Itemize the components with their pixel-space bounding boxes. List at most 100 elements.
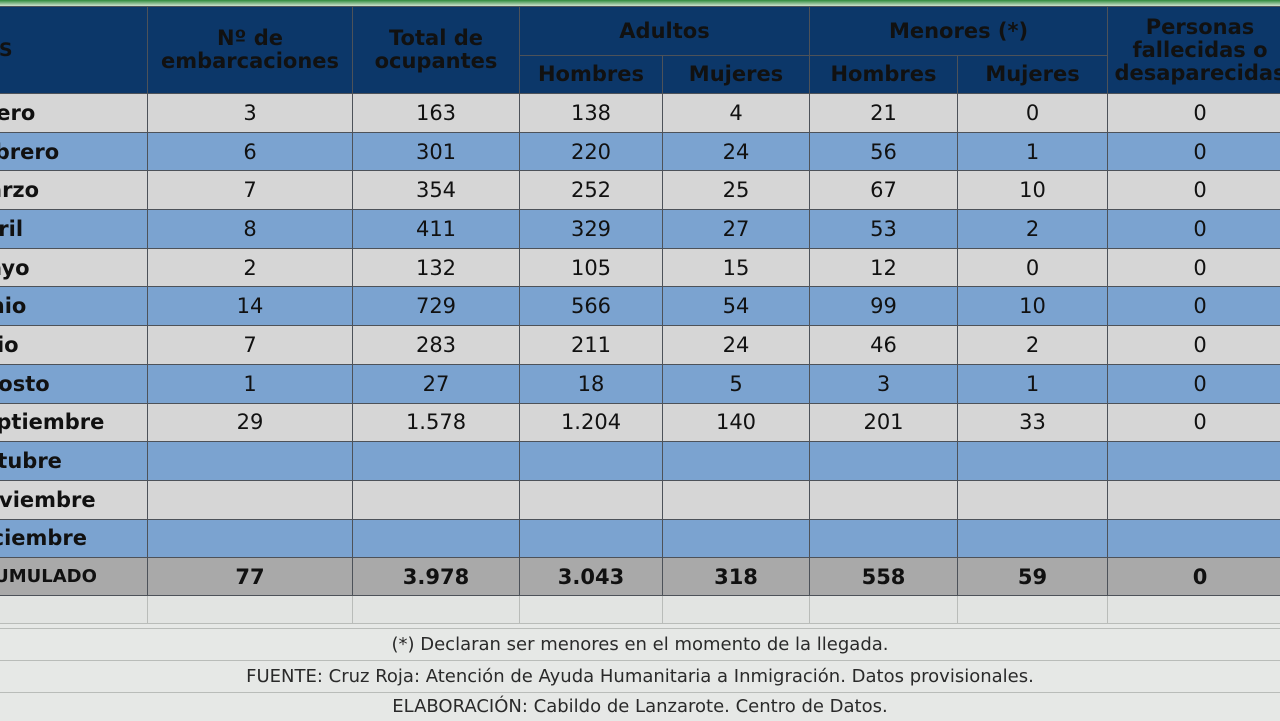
menores-mujeres-cell: 0: [956, 247, 1109, 288]
menores-hombres-cell: 46: [809, 325, 958, 365]
month-cell: Enero: [0, 93, 148, 133]
menores-mujeres-cell: [956, 518, 1109, 559]
embarcaciones-cell: 7: [147, 325, 353, 365]
adultos-mujeres-cell: 24: [662, 325, 810, 365]
total-menores-mujeres: 59: [956, 557, 1109, 597]
menores-hombres-cell: 3: [809, 363, 958, 404]
adultos-mujeres-cell: 54: [662, 286, 810, 327]
spacer-cell: [956, 595, 1109, 625]
adultos-hombres-cell: [519, 479, 663, 520]
ocupantes-cell: 1.578: [352, 402, 520, 443]
immigration-table: MES Nº de embarcaciones Total de ocupant…: [0, 6, 1280, 625]
menores-mujeres-cell: 1: [956, 363, 1109, 404]
menores-mujeres-cell: 10: [956, 286, 1109, 327]
ocupantes-cell: [352, 441, 520, 481]
table-row: Diciembre: [0, 518, 1280, 559]
total-embarcaciones: 77: [147, 557, 353, 597]
adultos-mujeres-cell: 25: [662, 170, 810, 211]
menores-mujeres-cell: [956, 479, 1109, 520]
month-cell: Diciembre: [0, 518, 148, 559]
adultos-mujeres-cell: [662, 441, 810, 481]
spacer-cell: [519, 595, 663, 625]
fallecidos-cell: 0: [1107, 170, 1280, 211]
embarcaciones-cell: 8: [147, 209, 353, 249]
source-note: FUENTE: Cruz Roja: Atención de Ayuda Hum…: [0, 660, 1280, 692]
adultos-mujeres-cell: 5: [662, 363, 810, 404]
adultos-hombres-cell: 329: [519, 209, 663, 249]
menores-mujeres-cell: 10: [956, 170, 1109, 211]
adultos-hombres-cell: 105: [519, 247, 663, 288]
header-adultos: Adultos: [519, 6, 810, 56]
ocupantes-cell: 132: [352, 247, 520, 288]
ocupantes-cell: [352, 479, 520, 520]
adultos-hombres-cell: 138: [519, 93, 663, 133]
total-label: ACUMULADO: [0, 557, 148, 597]
embarcaciones-cell: [147, 479, 353, 520]
ocupantes-cell: 411: [352, 209, 520, 249]
embarcaciones-cell: 7: [147, 170, 353, 211]
adultos-mujeres-cell: [662, 518, 810, 559]
menores-hombres-cell: [809, 518, 958, 559]
spacer-cell: [0, 595, 148, 625]
spacer-cell: [147, 595, 353, 625]
fallecidos-cell: [1107, 441, 1280, 481]
embarcaciones-cell: 6: [147, 131, 353, 172]
table-row: Abril 8 411 329 27 53 2 0: [0, 209, 1280, 249]
menores-mujeres-cell: [956, 441, 1109, 481]
ocupantes-cell: 354: [352, 170, 520, 211]
fallecidos-cell: 0: [1107, 209, 1280, 249]
ocupantes-cell: 163: [352, 93, 520, 133]
table-row: Febrero 6 301 220 24 56 1 0: [0, 131, 1280, 172]
month-cell: Marzo: [0, 170, 148, 211]
spacer-cell: [809, 595, 958, 625]
embarcaciones-cell: 29: [147, 402, 353, 443]
month-cell: Julio: [0, 325, 148, 365]
menores-mujeres-cell: 2: [956, 325, 1109, 365]
fallecidos-cell: 0: [1107, 363, 1280, 404]
month-cell: Septiembre: [0, 402, 148, 443]
table-row: Octubre: [0, 441, 1280, 481]
embarcaciones-cell: 1: [147, 363, 353, 404]
table-row: Agosto 1 27 18 5 3 1 0: [0, 363, 1280, 404]
total-fallecidos: 0: [1107, 557, 1280, 597]
ocupantes-cell: 283: [352, 325, 520, 365]
total-adultos-mujeres: 318: [662, 557, 810, 597]
month-cell: Noviembre: [0, 479, 148, 520]
top-border: [0, 0, 1280, 6]
menores-hombres-cell: 21: [809, 93, 958, 133]
adultos-hombres-cell: 18: [519, 363, 663, 404]
menores-mujeres-cell: 33: [956, 402, 1109, 443]
table-row: Enero 3 163 138 4 21 0 0: [0, 93, 1280, 133]
header-fallecidos: Personas fallecidas o desaparecidas: [1107, 6, 1280, 94]
menores-hombres-cell: 56: [809, 131, 958, 172]
total-menores-hombres: 558: [809, 557, 958, 597]
elaboration-note: ELABORACIÓN: Cabildo de Lanzarote. Centr…: [0, 692, 1280, 721]
menores-hombres-cell: 201: [809, 402, 958, 443]
spacer-row: [0, 595, 1280, 625]
adultos-mujeres-cell: 140: [662, 402, 810, 443]
table-row: Septiembre 29 1.578 1.204 140 201 33 0: [0, 402, 1280, 443]
spacer-cell: [1107, 595, 1280, 625]
month-cell: Junio: [0, 286, 148, 327]
embarcaciones-cell: 14: [147, 286, 353, 327]
month-cell: Mayo: [0, 247, 148, 288]
fallecidos-cell: 0: [1107, 93, 1280, 133]
adultos-mujeres-cell: 4: [662, 93, 810, 133]
spacer-cell: [662, 595, 810, 625]
ocupantes-cell: 27: [352, 363, 520, 404]
menores-mujeres-cell: 1: [956, 131, 1109, 172]
adultos-mujeres-cell: 24: [662, 131, 810, 172]
adultos-mujeres-cell: [662, 479, 810, 520]
fallecidos-cell: [1107, 518, 1280, 559]
spacer-cell: [352, 595, 520, 625]
adultos-hombres-cell: 1.204: [519, 402, 663, 443]
header-ocupantes: Total de ocupantes: [352, 6, 520, 94]
ocupantes-cell: [352, 518, 520, 559]
footnote-minors: (*) Declaran ser menores en el momento d…: [0, 628, 1280, 660]
menores-hombres-cell: 99: [809, 286, 958, 327]
fallecidos-cell: [1107, 479, 1280, 520]
menores-mujeres-cell: 2: [956, 209, 1109, 249]
menores-hombres-cell: 67: [809, 170, 958, 211]
menores-hombres-cell: [809, 441, 958, 481]
adultos-hombres-cell: 211: [519, 325, 663, 365]
